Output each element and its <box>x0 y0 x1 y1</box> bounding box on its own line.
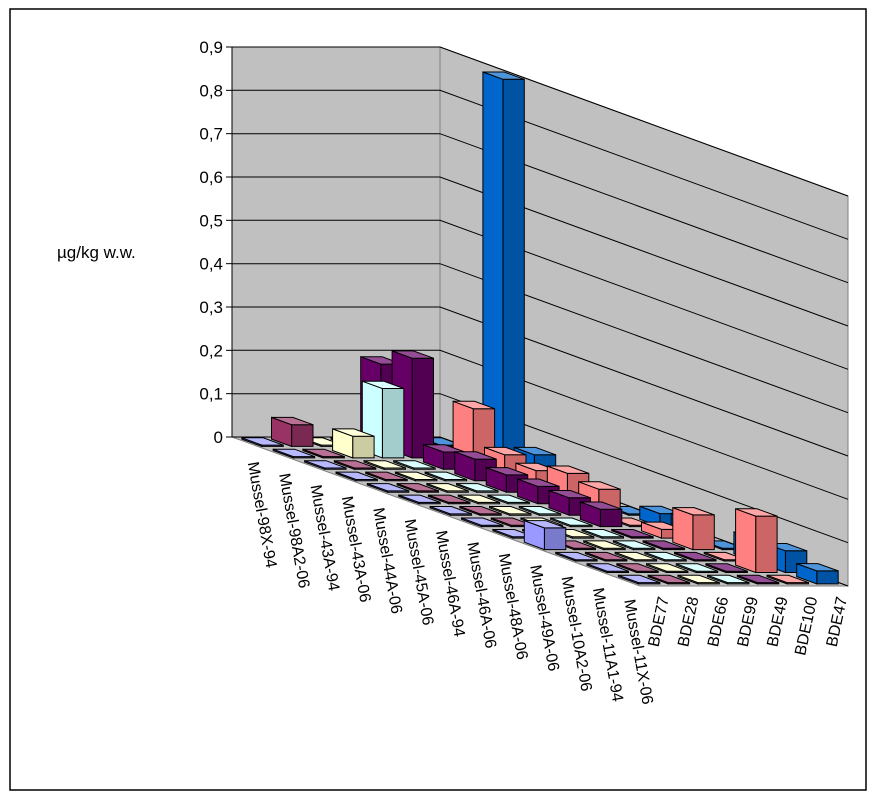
bar-BDE77-11 <box>555 551 598 562</box>
bar-BDE28-6 <box>427 494 471 505</box>
bar-BDE99-10 <box>612 540 656 551</box>
gridline <box>232 349 849 500</box>
bar-BDE99-12 <box>675 563 719 574</box>
y-tick-label: 0,5 <box>199 211 223 230</box>
bar-BDE66-11 <box>614 551 658 562</box>
bar-BDE66-4 <box>394 471 438 482</box>
bar-BDE66-5 <box>426 482 469 493</box>
bar-BDE47-13 <box>796 562 839 585</box>
bars <box>241 71 839 585</box>
bar-BDE77-4 <box>335 471 378 482</box>
bar-BDE99-5 <box>456 482 499 493</box>
bar-BDE77-10 <box>523 519 567 551</box>
bar-BDE49-12 <box>705 563 748 574</box>
bar-BDE28-1 <box>271 416 314 448</box>
y-axis-label: µg/kg w.w. <box>57 243 136 262</box>
bar-BDE99-4 <box>424 471 468 482</box>
bar-BDE100-10 <box>672 506 715 551</box>
bar-BDE49-11 <box>674 551 717 562</box>
bar-BDE66-13 <box>677 574 720 585</box>
bar-BDE77-13 <box>617 574 661 585</box>
bar-BDE99-7 <box>518 505 562 516</box>
y-tick-label: 0,8 <box>199 81 223 100</box>
bar-BDE28-7 <box>459 505 502 516</box>
bar-BDE99-9 <box>581 528 624 539</box>
bar-BDE77-3 <box>304 459 347 471</box>
bar-BDE77-5 <box>366 482 410 493</box>
bar-BDE28-11 <box>584 551 628 562</box>
bar-BDE49-13 <box>736 574 780 585</box>
bar-BDE66-3 <box>363 459 406 471</box>
gridline <box>232 306 849 457</box>
y-tick-label: 0,4 <box>199 255 223 274</box>
gridline <box>232 46 849 197</box>
bar-BDE66-10 <box>583 540 626 551</box>
gridline <box>232 219 849 370</box>
bar-BDE77-6 <box>398 494 441 505</box>
bar-BDE77-7 <box>429 505 473 516</box>
bar-BDE28-2 <box>302 448 345 459</box>
bar-BDE49-9 <box>611 528 654 539</box>
gridline <box>232 263 849 414</box>
bar-BDE77-12 <box>586 563 629 574</box>
bar-BDE28-3 <box>333 459 377 471</box>
bar-BDE99-8 <box>550 517 593 528</box>
y-tick-label: 0,2 <box>199 341 223 360</box>
y-tick-label: 0 <box>214 428 223 447</box>
y-tick-label: 0,7 <box>199 125 223 144</box>
bar-BDE28-13 <box>647 574 691 585</box>
bar-BDE77-2 <box>272 448 316 459</box>
bar-BDE77-1 <box>241 437 284 448</box>
bar-BDE66-6 <box>457 494 501 505</box>
y-tick-label: 0,6 <box>199 168 223 187</box>
gridline <box>232 176 849 327</box>
y-tick-label: 0,1 <box>199 385 223 404</box>
y-tick-label: 0,9 <box>199 38 223 57</box>
bar-BDE47-3 <box>482 71 525 471</box>
bar-BDE28-12 <box>616 563 659 574</box>
bar-BDE66-7 <box>489 505 532 516</box>
y-tick-label: 0,3 <box>199 298 223 317</box>
bar-BDE99-6 <box>487 494 530 505</box>
bar-BDE66-12 <box>646 563 689 574</box>
bar-BDE28-4 <box>365 471 408 482</box>
gridline <box>232 89 849 240</box>
bar-BDE77-8 <box>461 517 504 528</box>
bar-BDE28-5 <box>396 482 439 493</box>
bar-BDE49-8 <box>579 501 623 528</box>
bar-BDE49-7 <box>548 489 591 516</box>
bar-BDE99-11 <box>644 551 687 562</box>
bar-BDE49-10 <box>642 540 686 551</box>
gridline <box>232 133 849 284</box>
bar-BDE99-3 <box>393 459 436 471</box>
bar-BDE66-2 <box>332 428 375 459</box>
gridline <box>232 393 849 544</box>
bar-BDE99-13 <box>707 574 750 585</box>
bar-BDE100-12 <box>735 508 778 574</box>
bar-BDE100-13 <box>766 574 809 585</box>
y-axis: 0 0,1 0,2 0,3 0,4 0,5 0,6 0,7 0,8 0,9 <box>199 38 233 447</box>
